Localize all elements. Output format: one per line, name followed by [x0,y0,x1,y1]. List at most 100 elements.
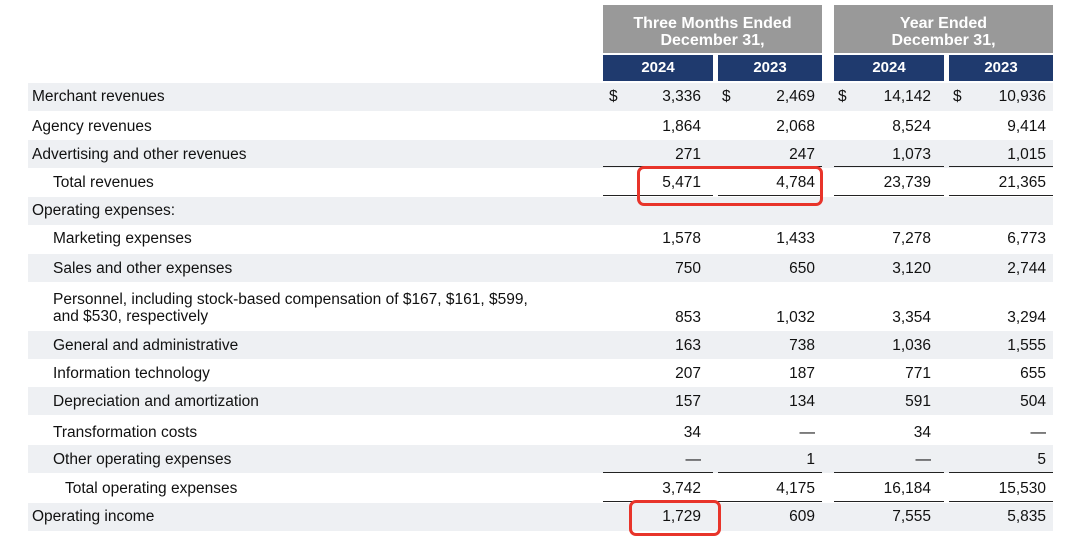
total-rule [949,195,1053,196]
row-band [28,503,1053,531]
cell-value: 4,175 [776,480,815,497]
header-year-q-2024: 2024 [603,55,713,81]
cell-value: — [915,451,932,468]
cell-value: 15,530 [998,480,1046,497]
cell-value: 247 [789,146,815,163]
cell-value: — [1030,424,1047,441]
header-year-ended-line2: December 31, [891,32,996,49]
cell-value: 1,729 [662,508,701,525]
header-three-months-line2: December 31, [660,32,765,49]
header-three-months-line1: Three Months Ended [633,15,792,32]
cell-value: — [685,451,702,468]
cell-value: 3,742 [662,480,701,497]
row-band [28,83,1053,111]
cell-value: 2,068 [776,118,815,135]
row-label-total-revenues: Total revenues [53,174,154,191]
row-label-personnel-line2: and $530, respectively [53,308,209,325]
cell-value: 3,354 [892,309,931,326]
header-year-ended-line1: Year Ended [899,15,988,32]
cell-value: 7,555 [892,508,931,525]
cell-value: 6,773 [1007,230,1046,247]
row-label-general-administrative: General and administrative [53,337,239,354]
row-label-transformation-costs: Transformation costs [53,424,198,441]
cell-value: 655 [1020,365,1046,382]
cell-value: 16,184 [883,480,931,497]
header-year-y-2023: 2023 [949,55,1053,81]
cell-value: 3,120 [892,260,931,277]
cell-value: 134 [789,393,815,410]
cell-value: 2,469 [776,88,815,105]
cell-value: 2,744 [1007,260,1046,277]
row-band [28,445,1053,473]
cell-value: 4,784 [776,174,815,191]
row-label-total-operating-expenses: Total operating expenses [65,480,238,497]
cell-value: 21,365 [998,174,1046,191]
section-heading-operating-expenses: Operating expenses: [32,202,176,219]
cell-value: 9,414 [1007,118,1046,135]
cell-value: 504 [1020,393,1046,410]
row-label-marketing-expenses: Marketing expenses [53,230,192,247]
cell-value: 23,739 [883,174,931,191]
cell-value: 5,835 [1007,508,1046,525]
cell-value: — [799,424,816,441]
row-band [28,254,1053,282]
cell-value: 609 [789,508,815,525]
cell-value: 163 [675,337,701,354]
cell-value: 5 [1037,451,1046,468]
cell-value: 1,864 [662,118,701,135]
row-label-agency-revenues: Agency revenues [32,118,152,135]
header-year-ended: Year Ended December 31, [834,5,1053,53]
subtotal-rule [603,472,713,473]
cell-value: 34 [683,424,701,441]
currency-symbol: $ [722,88,731,105]
row-label-depreciation-amortization: Depreciation and amortization [53,393,259,410]
total-rule [949,501,1053,502]
header-three-months: Three Months Ended December 31, [603,5,822,53]
currency-symbol: $ [953,88,962,105]
total-rule [718,501,822,502]
cell-value: 5,471 [662,174,701,191]
cell-value: 1,433 [776,230,815,247]
subtotal-rule [949,472,1053,473]
highlight-box-total-revenues [637,166,823,206]
highlight-box-operating-income [629,500,721,536]
cell-value: 1,015 [1007,146,1046,163]
total-rule [603,195,713,196]
subtotal-rule [718,472,822,473]
subtotal-rule [834,166,944,167]
cell-value: 1,073 [892,146,931,163]
cell-value: 8,524 [892,118,931,135]
cell-value: 738 [789,337,815,354]
cell-value: 157 [675,393,701,410]
cell-value: 10,936 [998,88,1046,105]
row-label-information-technology: Information technology [53,365,210,382]
row-label-merchant-revenues: Merchant revenues [32,88,165,105]
cell-value: 771 [905,365,931,382]
cell-value: 3,336 [662,88,701,105]
total-rule [718,195,822,196]
currency-symbol: $ [609,88,618,105]
row-band [28,387,1053,415]
cell-value: 187 [789,365,815,382]
header-year-q-2023: 2023 [718,55,822,81]
row-band [28,197,1053,225]
header-year-y-2024: 2024 [834,55,944,81]
row-label-advertising-revenues: Advertising and other revenues [32,146,247,163]
row-band [28,140,1053,168]
row-label-sales-expenses: Sales and other expenses [53,260,233,277]
cell-value: 14,142 [883,88,931,105]
cell-value: 1,032 [776,309,815,326]
cell-value: 750 [675,260,701,277]
cell-value: 853 [675,309,701,326]
subtotal-rule [834,472,944,473]
row-band [28,331,1053,359]
total-rule [834,195,944,196]
cell-value: 591 [905,393,931,410]
cell-value: 1,036 [892,337,931,354]
row-label-other-operating-expenses: Other operating expenses [53,451,232,468]
cell-value: 650 [789,260,815,277]
currency-symbol: $ [838,88,847,105]
cell-value: 1 [806,451,815,468]
cell-value: 34 [913,424,931,441]
cell-value: 1,555 [1007,337,1046,354]
